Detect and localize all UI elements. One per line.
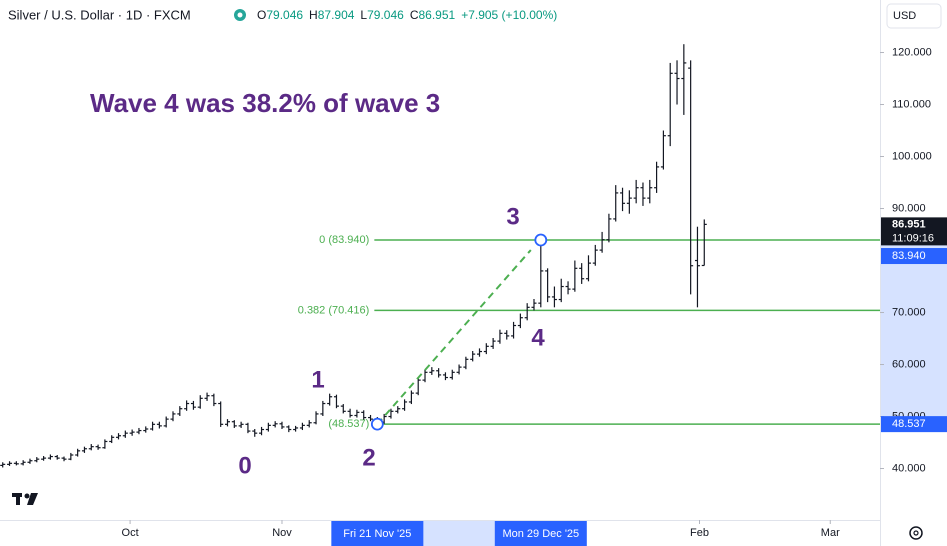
ohlc-key: C [410, 8, 419, 22]
change: +7.905 (+10.00%) [461, 8, 557, 22]
x-tick-label: Mar [821, 527, 840, 539]
wave-label: 0 [238, 452, 251, 479]
wave-start-point [370, 417, 384, 431]
logo-part [27, 493, 38, 505]
wave-label: 2 [362, 444, 375, 471]
crosshair-badge [331, 521, 424, 546]
y-tick-label: 60.000 [892, 358, 926, 370]
y-tick-label: 40.000 [892, 462, 926, 474]
crosshair-label: Fri 21 Nov '25 [343, 528, 411, 540]
y-tick-label: 120.000 [892, 46, 932, 58]
fib-label: 0.382 (70.416) [298, 304, 370, 316]
wave-label: 4 [531, 324, 545, 351]
ohlc-value: 79.046 [367, 8, 404, 22]
ohlc-key: H [309, 8, 318, 22]
bars-layer [0, 44, 707, 468]
last-price-badge [881, 217, 947, 246]
fib-axis-badge [881, 248, 947, 265]
ohlc-value: 87.904 [318, 8, 355, 22]
y-tick-label: 90.000 [892, 202, 926, 214]
ohlc-header: O79.046 H87.904 L79.046 C86.951 +7.905 (+10.… [257, 8, 557, 22]
currency-button[interactable] [886, 3, 942, 29]
ohlc-value: 79.046 [266, 8, 303, 22]
currency-label: USD [893, 10, 916, 22]
chart-title: Silver / U.S. Dollar · 1D · FXCM [8, 7, 191, 22]
last-price: 86.951 [892, 218, 926, 230]
y-tick-label: 100.000 [892, 150, 932, 162]
market-status-dot [237, 12, 243, 18]
wave-end-point [534, 233, 548, 247]
crosshair-label: Mon 29 Dec '25 [502, 528, 579, 540]
y-tick-label: 70.000 [892, 306, 926, 318]
wave-label: 1 [311, 366, 324, 393]
x-tick-label: Oct [122, 527, 139, 539]
logo-part [24, 493, 30, 499]
logo-part [16, 493, 20, 505]
fib-label: (48.537) [328, 418, 369, 430]
y-tick-label: 110.000 [892, 98, 931, 110]
ohlc-key: L [360, 8, 367, 22]
annotation: Wave 4 was 38.2% of wave 3 [90, 88, 440, 118]
overlay-layer: Fri 21 Nov '25 Mon 29 Dec '25 86.951 11:09:… [331, 217, 947, 546]
fib-axis-label: 48.537 [892, 418, 926, 430]
fib-axis-label: 83.940 [892, 250, 926, 262]
ohlc-value: 86.951 [418, 8, 455, 22]
wave-label: 3 [506, 203, 519, 230]
x-tick-label: Feb [690, 527, 709, 539]
fib-label: 0 (83.940) [319, 234, 369, 246]
wave-line [376, 249, 532, 425]
settings-ring [909, 526, 923, 540]
fib-axis-range [881, 240, 947, 425]
crosshair-badge [494, 521, 587, 546]
ohlc-key: O [257, 8, 266, 22]
settings-icon[interactable] [909, 526, 923, 540]
countdown: 11:09:16 [892, 232, 934, 244]
x-tick-label: Nov [272, 527, 292, 539]
logo [12, 493, 38, 505]
settings-hub [913, 530, 919, 536]
fib-axis-badge [881, 416, 947, 433]
